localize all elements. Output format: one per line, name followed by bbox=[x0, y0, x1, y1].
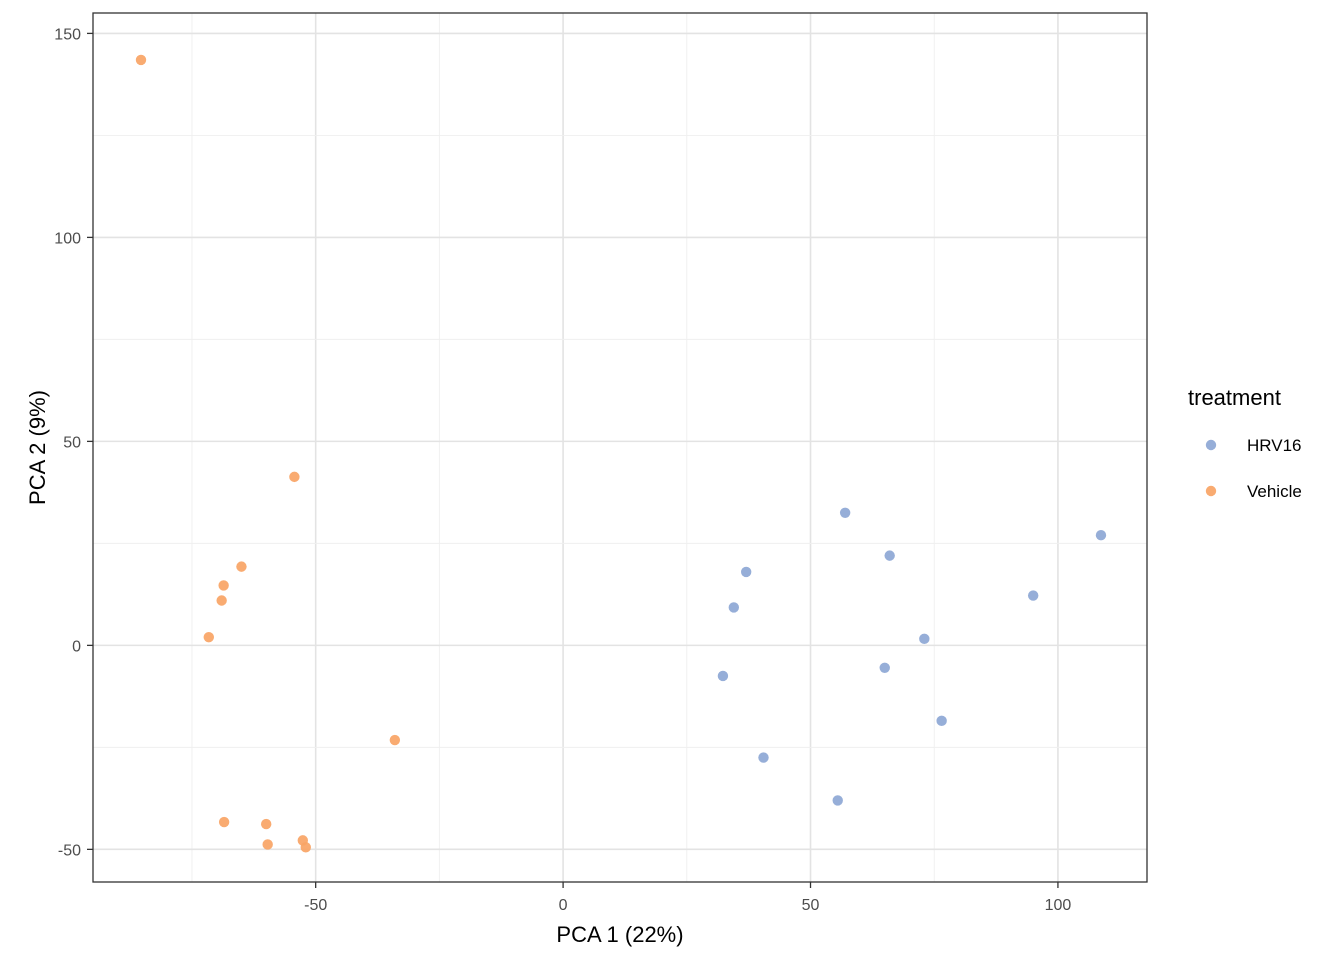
y-axis-title: PCA 2 (9%) bbox=[25, 390, 50, 505]
legend-key-vehicle bbox=[1205, 485, 1217, 497]
y-tick-label: 0 bbox=[72, 638, 81, 655]
data-point-hrv16 bbox=[832, 795, 843, 806]
legend: treatment HRV16 Vehicle bbox=[1188, 385, 1302, 501]
data-point-hrv16 bbox=[1027, 590, 1039, 601]
data-point-hrv16 bbox=[919, 633, 930, 645]
data-point-vehicle bbox=[262, 839, 273, 850]
x-tick-label: -50 bbox=[304, 897, 327, 914]
data-point-hrv16 bbox=[884, 550, 895, 561]
data-point-vehicle bbox=[218, 816, 230, 828]
data-point-hrv16 bbox=[717, 670, 729, 682]
legend-key-hrv16 bbox=[1205, 439, 1217, 451]
grid-lines bbox=[93, 13, 1147, 882]
data-point-vehicle bbox=[236, 561, 247, 572]
data-points bbox=[135, 54, 1107, 853]
data-point-hrv16 bbox=[758, 752, 769, 763]
y-tick-label: 150 bbox=[54, 26, 81, 43]
data-point-vehicle bbox=[218, 580, 229, 591]
data-point-vehicle bbox=[260, 818, 272, 830]
axes: -50 0 50 100 -50 0 50 100 150 bbox=[54, 26, 1071, 914]
data-point-vehicle bbox=[216, 595, 227, 606]
legend-label: HRV16 bbox=[1247, 436, 1302, 455]
legend-label: Vehicle bbox=[1247, 482, 1302, 501]
y-tick-label: 50 bbox=[63, 434, 81, 451]
data-point-hrv16 bbox=[740, 566, 752, 578]
x-tick-label: 0 bbox=[559, 897, 568, 914]
data-point-vehicle bbox=[203, 632, 214, 643]
data-point-vehicle bbox=[135, 54, 147, 66]
x-tick-label: 100 bbox=[1045, 897, 1072, 914]
data-point-vehicle bbox=[389, 734, 401, 746]
y-tick-label: -50 bbox=[58, 842, 81, 859]
x-axis-title: PCA 1 (22%) bbox=[556, 922, 683, 947]
data-point-hrv16 bbox=[728, 602, 740, 613]
x-tick-label: 50 bbox=[802, 897, 820, 914]
data-point-vehicle bbox=[289, 471, 300, 483]
data-point-hrv16 bbox=[936, 715, 947, 727]
data-point-vehicle bbox=[300, 842, 311, 853]
data-point-hrv16 bbox=[1095, 530, 1107, 541]
data-point-hrv16 bbox=[839, 507, 851, 518]
data-point-hrv16 bbox=[879, 662, 890, 674]
panel-border bbox=[92, 12, 1148, 883]
y-tick-label: 100 bbox=[54, 230, 81, 247]
legend-title: treatment bbox=[1188, 385, 1281, 410]
